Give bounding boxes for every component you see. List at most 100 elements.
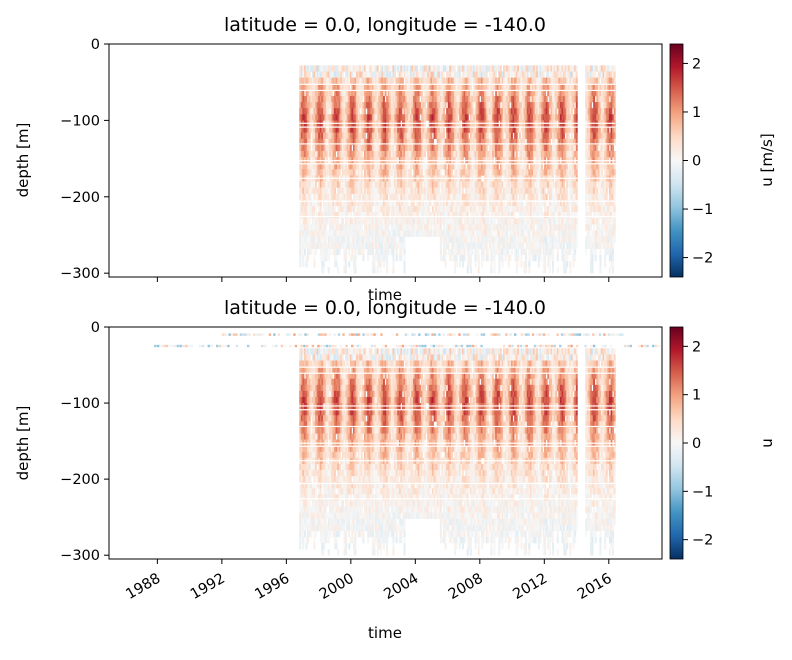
- heatmap-cell: [529, 108, 532, 115]
- heatmap-cell: [346, 163, 349, 170]
- heatmap-cell: [460, 218, 463, 225]
- heatmap-cell: [443, 102, 445, 109]
- heatmap-cell: [337, 108, 340, 115]
- heatmap-cell: [444, 181, 447, 188]
- heatmap-cell: [316, 242, 319, 250]
- heatmap-cell: [348, 71, 351, 78]
- heatmap-cell: [514, 114, 517, 121]
- heatmap-cell: [425, 65, 428, 72]
- heatmap-cell: [514, 138, 517, 146]
- heatmap-cell: [424, 89, 427, 97]
- heatmap-cell: [547, 102, 550, 109]
- heatmap-cell: [379, 95, 382, 103]
- heatmap-cell: [455, 242, 458, 250]
- heatmap-cell: [436, 218, 439, 225]
- heatmap-cell: [553, 71, 556, 78]
- heatmap-cell: [400, 65, 403, 72]
- heatmap-cell: [335, 163, 338, 170]
- heatmap-cell: [441, 199, 444, 207]
- heatmap-cell: [525, 132, 528, 140]
- heatmap-cell: [338, 108, 341, 115]
- heatmap-cell: [466, 83, 469, 91]
- heatmap-cell: [529, 71, 532, 78]
- heatmap-cell: [406, 205, 409, 213]
- heatmap-cell: [430, 102, 433, 109]
- heatmap-cell: [498, 95, 501, 103]
- heatmap-cell: [469, 248, 472, 256]
- heatmap-cell: [526, 65, 529, 72]
- heatmap-cell: [520, 77, 523, 85]
- heatmap-cell: [476, 236, 479, 243]
- heatmap-cell: [498, 89, 501, 97]
- heatmap-cell: [550, 65, 553, 72]
- heatmap-cell: [463, 65, 466, 72]
- heatmap-cell: [471, 163, 474, 170]
- heatmap-cell: [311, 224, 314, 231]
- heatmap-cell: [443, 212, 445, 219]
- heatmap-cell: [308, 199, 311, 207]
- heatmap-cell: [302, 65, 305, 72]
- heatmap-cell: [425, 193, 428, 201]
- heatmap-cell: [517, 126, 520, 133]
- heatmap-cell: [321, 267, 324, 274]
- heatmap-cell: [493, 212, 496, 219]
- heatmap-cell: [476, 138, 479, 146]
- heatmap-cell: [482, 193, 485, 201]
- heatmap-cell: [495, 126, 498, 133]
- heatmap-cell: [547, 89, 550, 97]
- heatmap-cell: [468, 102, 471, 109]
- heatmap-cell: [348, 89, 351, 97]
- heatmap-cell: [441, 181, 444, 188]
- heatmap-cell: [558, 108, 561, 115]
- heatmap-cell: [520, 126, 523, 133]
- heatmap-cell: [343, 150, 346, 158]
- heatmap-cell: [401, 65, 404, 72]
- heatmap-cell: [542, 169, 545, 176]
- heatmap-cell: [550, 77, 553, 85]
- heatmap-cell: [378, 71, 381, 78]
- heatmap-cell: [450, 102, 453, 109]
- heatmap-cell: [427, 77, 430, 85]
- heatmap-cell: [507, 254, 510, 262]
- heatmap-cell: [444, 205, 447, 213]
- heatmap-cell: [480, 71, 483, 78]
- heatmap-cell: [436, 65, 439, 72]
- heatmap-cell: [356, 218, 359, 225]
- heatmap-cell: [455, 248, 458, 256]
- heatmap-cell: [362, 65, 365, 72]
- heatmap-cell: [547, 71, 550, 78]
- heatmap-cell: [457, 218, 460, 225]
- heatmap-cell: [382, 260, 385, 268]
- heatmap-cell: [351, 236, 354, 243]
- heatmap-cell: [413, 114, 415, 121]
- heatmap-cell: [506, 89, 509, 97]
- heatmap-cell: [447, 138, 450, 146]
- heatmap-cell: [492, 102, 494, 109]
- heatmap-cell: [482, 181, 485, 188]
- heatmap-cell: [359, 163, 362, 170]
- heatmap-cell: [379, 114, 382, 121]
- heatmap-cell: [364, 205, 366, 213]
- heatmap-cell: [414, 138, 417, 146]
- heatmap-cell: [458, 138, 461, 146]
- heatmap-cell: [485, 132, 488, 140]
- heatmap-cell: [488, 218, 491, 225]
- heatmap-cell: [498, 65, 501, 72]
- heatmap-cell: [523, 218, 526, 225]
- heatmap-cell: [318, 150, 321, 158]
- heatmap-cell: [528, 193, 531, 201]
- heatmap-cell: [520, 144, 523, 152]
- heatmap-cell: [322, 230, 325, 237]
- heatmap-cell: [435, 126, 438, 133]
- heatmap-cell: [458, 102, 461, 109]
- heatmap-cell: [341, 242, 344, 250]
- heatmap-cell: [409, 163, 412, 170]
- heatmap-cell: [471, 199, 474, 207]
- heatmap-cell: [533, 89, 536, 97]
- heatmap-cell: [503, 114, 506, 121]
- heatmap-cell: [400, 89, 403, 97]
- heatmap-cell: [529, 193, 532, 201]
- heatmap-cell: [523, 187, 526, 195]
- heatmap-cell: [458, 260, 461, 268]
- heatmap-cell: [493, 108, 496, 115]
